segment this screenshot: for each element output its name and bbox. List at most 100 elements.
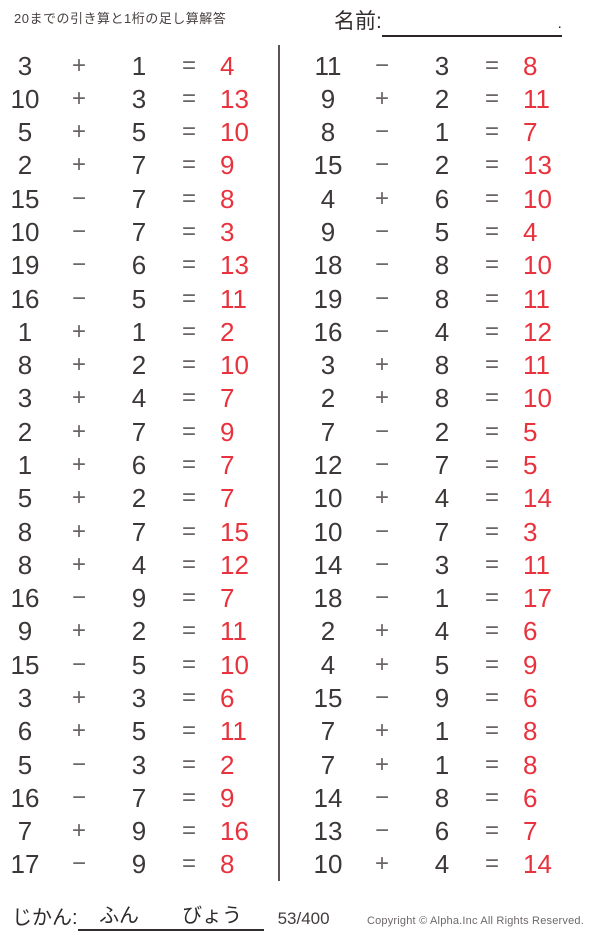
operand-b: 6 [131,250,147,281]
answer: 5 [523,449,538,480]
answer: 10 [220,117,249,148]
operand-b: 9 [131,583,147,614]
operand-a: 8 [17,549,33,580]
seconds-label: びょう [182,905,243,927]
problem-row: 19 − 8 = 11 [305,282,567,315]
operand-b: 4 [434,616,450,647]
operand-a: 1 [17,449,33,480]
operand-b: 2 [131,616,147,647]
problem-row: 7 + 1 = 8 [305,748,567,781]
operand-b: 1 [434,583,450,614]
problem-row: 17 − 9 = 8 [2,848,264,881]
operand-a: 18 [313,583,343,614]
problem-row: 2 + 4 = 6 [305,615,567,648]
operand-a: 3 [17,383,33,414]
operand-b: 8 [434,283,450,314]
problem-row: 15 − 7 = 8 [2,182,264,215]
operand-a: 10 [10,217,40,248]
operand-a: 5 [17,483,33,514]
equals-sign: = [484,717,499,745]
operand-a: 10 [313,516,343,547]
answer: 10 [523,383,552,414]
name-field: 名前: . [334,5,562,37]
operand-b: 7 [131,183,147,214]
page-title: 20までの引き算と1桁の足し算解答 [14,11,227,26]
operand-a: 4 [320,183,336,214]
equals-sign: = [484,617,499,645]
operand-a: 15 [313,150,343,181]
operand-b: 7 [434,449,450,480]
answer: 14 [523,849,552,880]
answer: 13 [220,250,249,281]
operator: − [374,517,389,545]
operator: + [71,717,86,745]
operand-a: 17 [10,849,40,880]
problem-row: 14 − 3 = 11 [305,548,567,581]
answer: 8 [220,183,235,214]
equals-sign: = [181,450,196,478]
problem-row: 5 − 3 = 2 [2,748,264,781]
answer: 10 [523,250,552,281]
operand-b: 4 [131,383,147,414]
operand-a: 3 [17,682,33,713]
operand-a: 11 [314,50,342,81]
operand-b: 9 [434,682,450,713]
equals-sign: = [484,550,499,578]
operator: − [71,284,86,312]
answer: 8 [523,50,538,81]
answer: 7 [220,583,235,614]
problem-row: 16 − 5 = 11 [2,282,264,315]
column-divider [278,45,280,881]
operator: + [71,51,86,79]
operator: + [374,650,389,678]
operand-b: 7 [131,217,147,248]
operator: + [374,84,389,112]
operand-b: 2 [131,483,147,514]
answer: 16 [220,816,249,847]
problem-row: 10 + 4 = 14 [305,848,567,881]
name-label: 名前: [334,10,382,33]
equals-sign: = [181,351,196,379]
equals-sign: = [484,84,499,112]
equals-sign: = [181,850,196,878]
operand-a: 15 [10,649,40,680]
operator: + [374,617,389,645]
problem-row: 6 + 5 = 11 [2,715,264,748]
operand-b: 5 [131,283,147,314]
answer: 13 [220,83,249,114]
operand-b: 8 [434,250,450,281]
equals-sign: = [181,51,196,79]
equals-sign: = [484,184,499,212]
equals-sign: = [484,683,499,711]
operator: − [374,817,389,845]
problem-row: 10 + 4 = 14 [305,482,567,515]
operand-b: 3 [131,749,147,780]
operand-b: 1 [434,749,450,780]
answer: 12 [220,549,249,580]
operand-b: 3 [434,549,450,580]
operand-a: 7 [17,816,33,847]
operator: − [374,118,389,146]
problem-row: 10 + 3 = 13 [2,82,264,115]
operator: + [374,850,389,878]
operand-b: 6 [434,183,450,214]
operator: − [71,218,86,246]
problem-row: 5 + 5 = 10 [2,116,264,149]
operator: − [71,184,86,212]
answer: 8 [523,749,538,780]
problems-column-left: 3 + 1 = 4 10 + 3 = 13 5 + 5 = 10 [2,49,264,881]
name-blank-line: . [381,13,562,37]
problem-row: 16 − 7 = 9 [2,781,264,814]
operator: + [71,417,86,445]
operator: − [374,218,389,246]
equals-sign: = [484,118,499,146]
time-label: じかん: [12,907,78,929]
operand-b: 2 [434,416,450,447]
operator: − [71,650,86,678]
operator: + [374,184,389,212]
equals-sign: = [181,384,196,412]
operator: + [374,351,389,379]
operand-a: 8 [320,117,336,148]
equals-sign: = [181,750,196,778]
problem-row: 2 + 7 = 9 [2,415,264,448]
